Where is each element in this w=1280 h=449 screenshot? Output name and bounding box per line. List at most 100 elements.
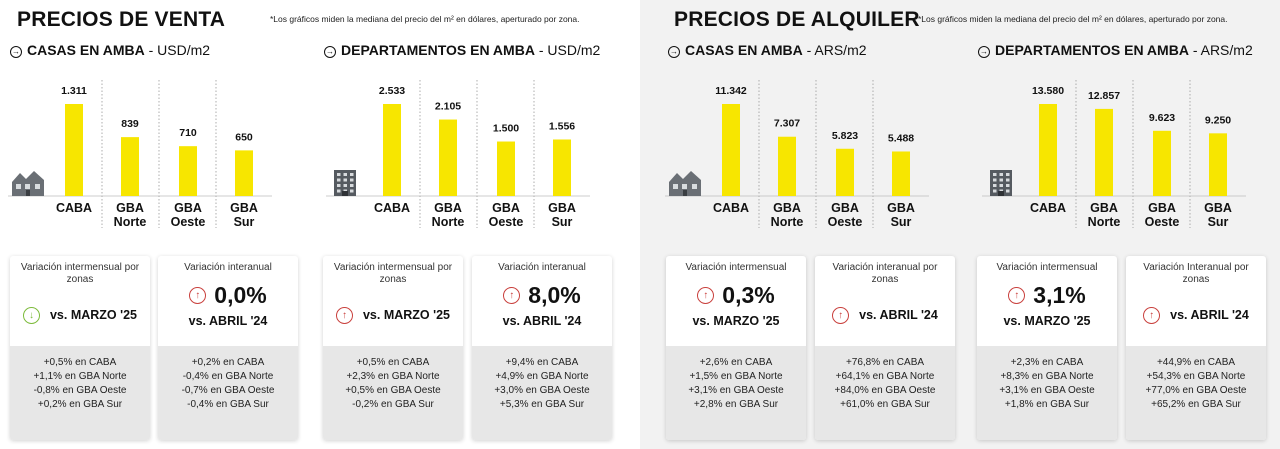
card-label: Variación intermensual [996,262,1098,273]
bar [121,137,139,196]
category-label: GBA [116,201,144,215]
data-label: 1.556 [549,120,575,132]
bar [778,136,796,196]
bar [1209,133,1227,196]
zone-variation: +77,0% en GBA Oeste [1145,385,1247,396]
bar [836,148,854,196]
category-label: GBA [492,201,520,215]
category-label: CABA [1030,201,1066,215]
arrow-right-icon: → [324,46,336,58]
chart-title: CASAS EN AMBA [685,42,803,58]
bar [1095,108,1113,196]
bar-chart: 11.342CABA7.307GBANorte5.823GBAOeste5.48… [665,80,929,229]
building-icon [334,170,356,196]
sales-title: PRECIOS DE VENTA [17,8,226,31]
zone-variation: -0,8% en GBA Oeste [33,385,127,396]
variation-card: Variación Interanual por zonas ↑ vs. ABRIL… [1126,256,1266,440]
zone-variation: +3,0% en GBA Oeste [494,385,590,396]
category-label: Norte [432,215,465,229]
zone-variation: +3,1% en GBA Oeste [999,385,1095,396]
zone-variation: +2,3% en GBA Norte [346,371,440,382]
zone-variation: +61,0% en GBA Sur [840,399,930,410]
chart-unit: - ARS/m2 [1188,42,1253,58]
bar [722,104,740,196]
chart-heading: → CASAS EN AMBA - USD/m2 [10,42,210,58]
zone-variation: +2,3% en CABA [1010,357,1084,368]
zone-variation: +0,5% en CABA [43,357,117,368]
arrow-up-icon: ↑ [1143,306,1161,324]
category-label: GBA [773,201,801,215]
zone-variation: +65,2% en GBA Sur [1151,399,1241,410]
arrow-up-icon: ↑ [189,286,207,304]
card-label: Variación intermensual [685,262,787,273]
zone-variation: +5,3% en GBA Sur [499,399,585,410]
variation-card: Variación interanual ↑ 8,0% vs. ABRIL '24 +9… [472,256,612,440]
zone-variation: +1,8% en GBA Sur [1004,399,1090,410]
zone-variation: -0,2% en GBA Sur [352,399,434,410]
card-comparison: vs. MARZO '25 [1003,314,1091,328]
variation-card: Variación intermensual por zonas ↓ vs. MAR… [10,256,150,440]
card-percent: 8,0% [528,281,581,308]
category-label: CABA [56,201,92,215]
data-label: 9.623 [1149,112,1175,124]
category-label: Norte [114,215,147,229]
chart-heading: → CASAS EN AMBA - ARS/m2 [668,42,867,58]
card-label: Variación interanual [498,262,586,273]
data-label: 2.105 [435,101,461,113]
category-label: Sur [234,215,255,229]
zone-variation: +76,8% en CABA [845,357,925,368]
variation-card: Variación interanual ↑ 0,0% vs. ABRIL '24 +0… [158,256,298,440]
sales-note: *Los gráficos miden la mediana del preci… [270,14,580,24]
category-label: GBA [434,201,462,215]
data-label: 9.250 [1205,114,1231,126]
category-label: GBA [174,201,202,215]
category-label: CABA [374,201,410,215]
building-icon [990,170,1012,196]
zone-variation: +0,2% en GBA Sur [37,399,123,410]
zone-variation: +0,2% en CABA [191,357,265,368]
zone-variation: +54,3% en GBA Norte [1146,371,1246,382]
zone-variation: -0,7% en GBA Oeste [181,385,275,396]
zone-breakdown: +9,4% en CABA +4,9% en GBA Norte +3,0% en … [472,346,612,440]
zone-variation: -0,4% en GBA Norte [182,371,274,382]
card-label: Variación intermensual por zonas [333,262,453,285]
arrow-up-icon: ↑ [503,286,521,304]
category-label: Norte [771,215,804,229]
card-comparison: vs. MARZO '25 [49,308,138,322]
category-label: GBA [1204,201,1232,215]
data-label: 12.857 [1088,90,1120,102]
card-comparison: vs. ABRIL '24 [502,314,582,328]
chart-heading: → DEPARTAMENTOS EN AMBA - USD/m2 [324,42,600,58]
data-label: 650 [235,131,253,143]
data-label: 710 [179,127,197,139]
card-label: Variación Interanual por zonas [1143,262,1249,285]
arrow-right-icon: → [668,46,680,58]
bar [65,104,83,196]
card-comparison: vs. MARZO '25 [362,308,451,322]
category-label: GBA [230,201,258,215]
bar [553,139,571,196]
chart-title: DEPARTAMENTOS EN AMBA [341,42,535,58]
data-label: 5.488 [888,132,914,144]
card-percent: 0,3% [722,281,775,308]
chart-unit: - USD/m2 [534,42,601,58]
variation-card: Variación intermensual ↑ 3,1% vs. MARZO '25… [977,256,1117,440]
card-label: Variación interanual [184,262,272,273]
zone-variation: +64,1% en GBA Norte [835,371,935,382]
bar-chart: 13.580CABA12.857GBANorte9.623GBAOeste9.2… [982,80,1246,229]
variation-card: Variación interanual por zonas ↑ vs. ABRIL… [815,256,955,440]
zone-variation: +9,4% en CABA [505,357,579,368]
card-percent: 3,1% [1033,281,1086,308]
bar [179,146,197,196]
category-label: GBA [1148,201,1176,215]
zone-variation: +2,8% en GBA Sur [693,399,779,410]
bar [439,119,457,196]
category-label: Sur [552,215,573,229]
zone-variation: +44,9% en CABA [1156,357,1236,368]
chart-title: DEPARTAMENTOS EN AMBA [995,42,1189,58]
rent-title: PRECIOS DE ALQUILER [674,8,920,31]
zone-variation: +8,3% en GBA Norte [1000,371,1094,382]
card-label: Variación intermensual por zonas [20,262,140,285]
data-label: 839 [121,118,139,130]
